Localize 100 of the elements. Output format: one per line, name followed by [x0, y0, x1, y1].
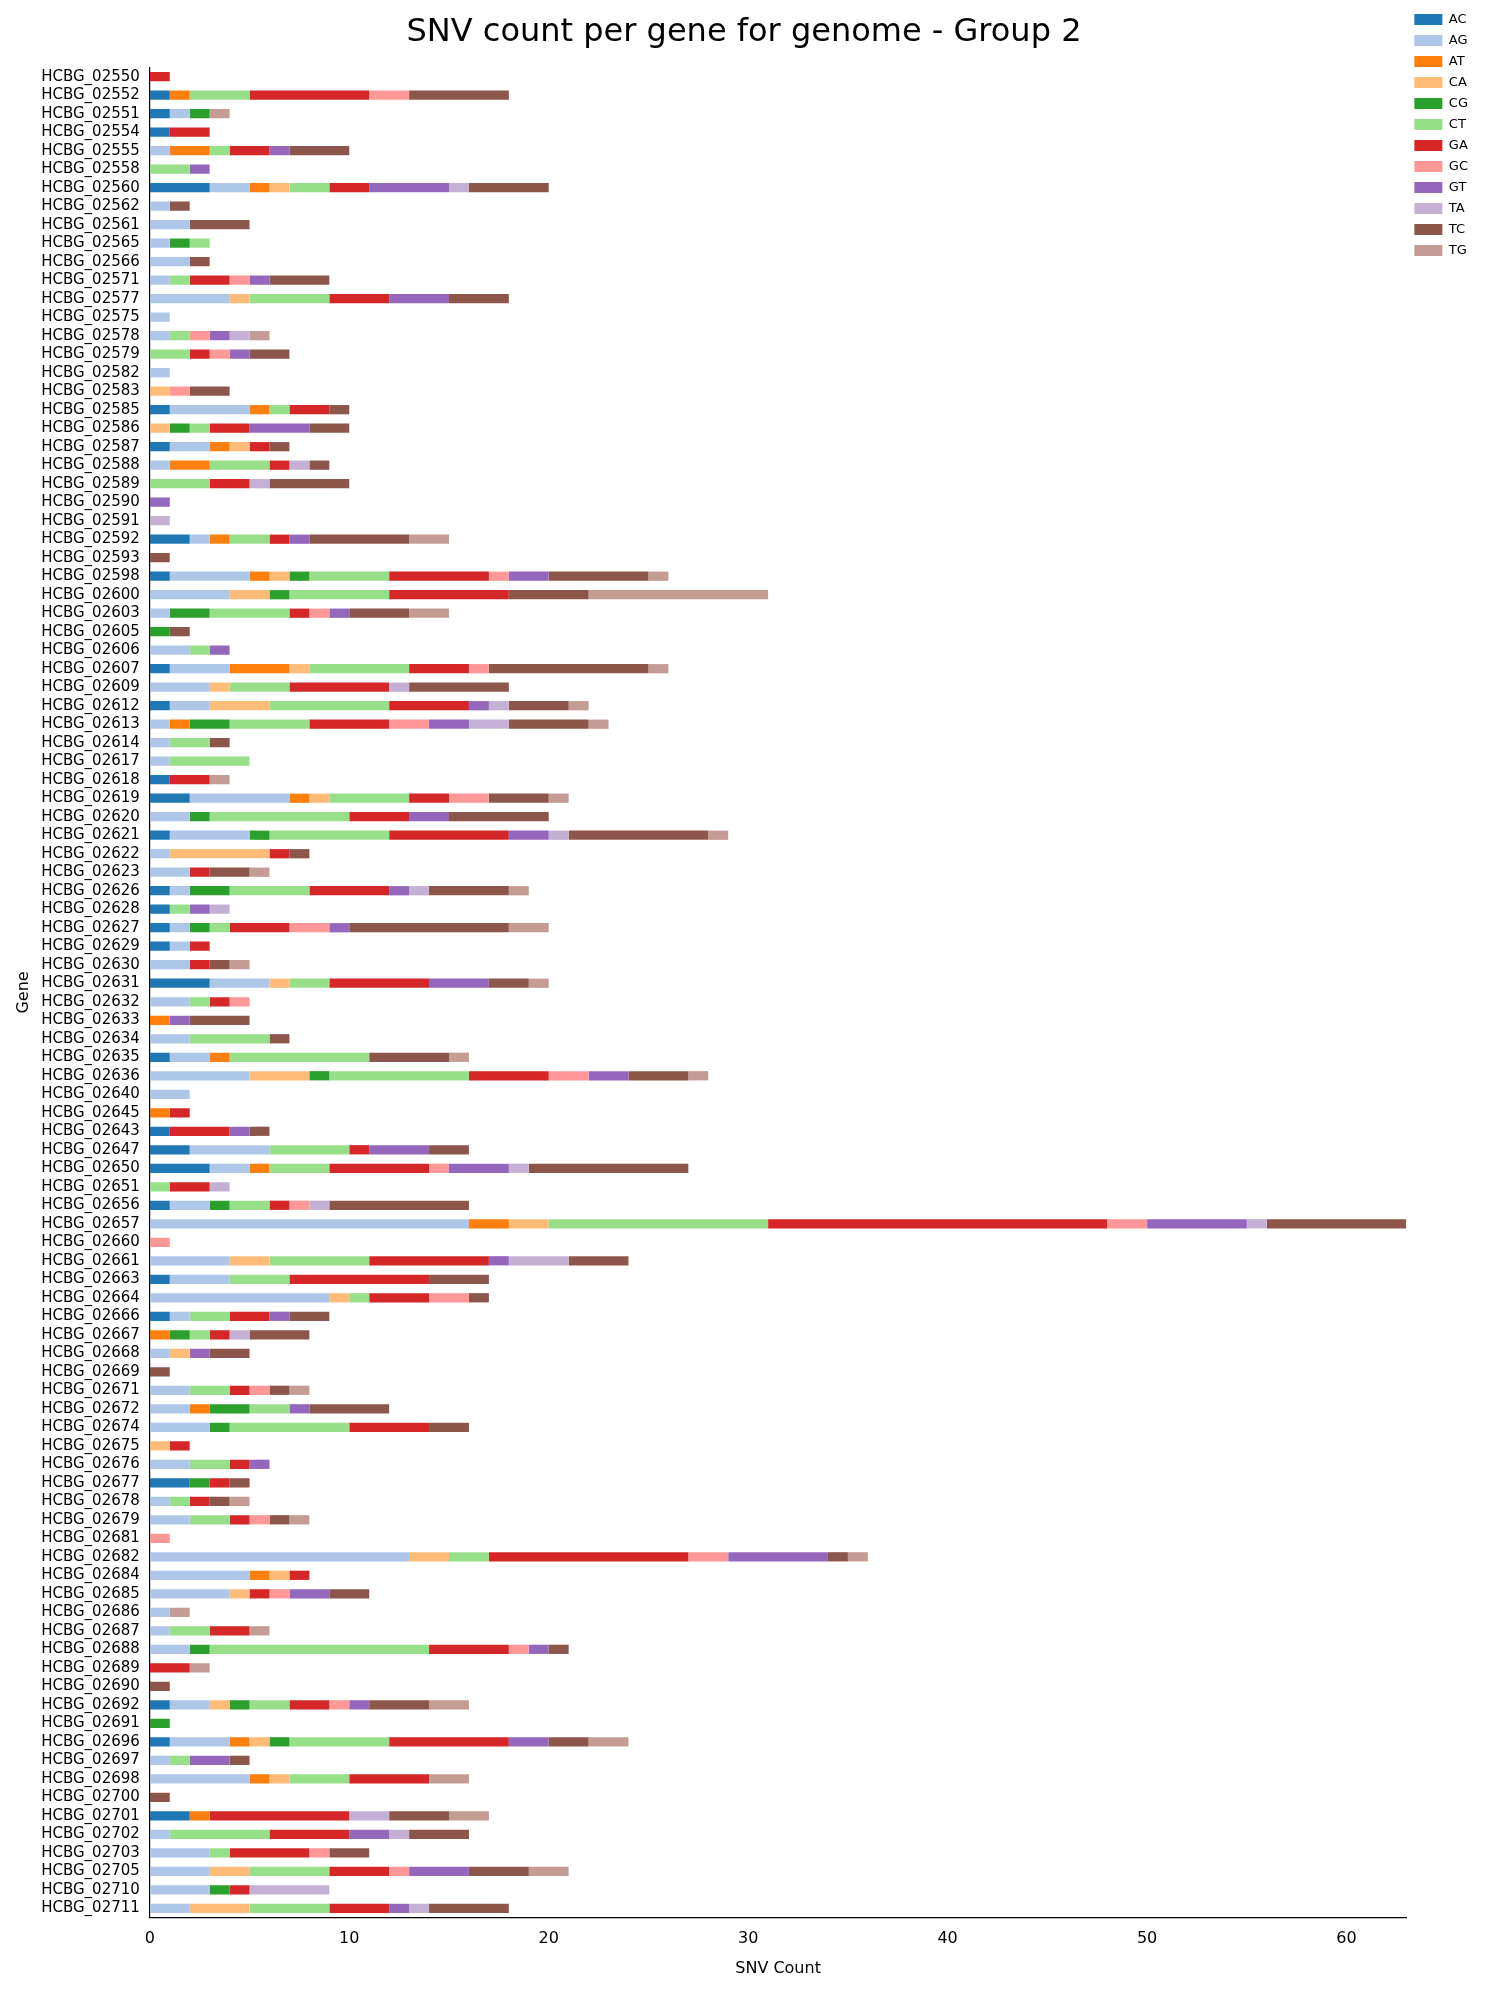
bar [249, 349, 290, 359]
bar [349, 923, 509, 933]
y-tick-label: HCBG_02677 [41, 1472, 140, 1492]
bar [249, 405, 270, 415]
y-tick-label: HCBG_02651 [41, 1176, 140, 1196]
bar [149, 90, 170, 100]
bar [189, 1496, 210, 1506]
bar [149, 1293, 330, 1303]
bar [548, 1644, 569, 1654]
y-tick-label: HCBG_02579 [41, 344, 140, 364]
bar [149, 645, 190, 655]
bar [289, 1700, 330, 1710]
bar [169, 571, 250, 581]
bar [229, 1589, 250, 1599]
y-tick-label: HCBG_02628 [41, 899, 140, 919]
y-tick-label: HCBG_02687 [41, 1620, 140, 1640]
bar [269, 534, 290, 544]
bar [429, 1644, 509, 1654]
bar [249, 1903, 330, 1913]
bar [209, 682, 230, 692]
y-tick-label: HCBG_02578 [41, 325, 140, 345]
bar [468, 1866, 529, 1876]
bar [229, 960, 250, 970]
bar [149, 664, 170, 674]
bar [149, 941, 170, 951]
y-tick-label: HCBG_02593 [41, 547, 140, 567]
bar [209, 479, 250, 489]
y-tick-label: HCBG_02685 [41, 1583, 140, 1603]
y-tick-label: HCBG_02640 [41, 1084, 140, 1104]
y-tick-label: HCBG_02701 [41, 1805, 140, 1825]
y-tick-label: HCBG_02583 [41, 381, 140, 401]
bar [229, 997, 250, 1007]
y-tick-label: HCBG_02690 [41, 1676, 140, 1696]
bar [269, 1034, 290, 1044]
bar [289, 1589, 330, 1599]
bar [149, 201, 170, 211]
y-tick-label: HCBG_02664 [41, 1287, 140, 1307]
bar [229, 294, 250, 304]
bar [648, 571, 669, 581]
bar [289, 183, 330, 193]
bar [508, 886, 529, 896]
bar [149, 1811, 190, 1821]
bar [548, 830, 569, 840]
bar [389, 1737, 509, 1747]
bar [229, 1515, 250, 1525]
bar [269, 405, 290, 415]
bar [149, 1644, 190, 1654]
bar [209, 1811, 350, 1821]
bar [508, 830, 549, 840]
bar [209, 978, 270, 988]
y-tick-label: HCBG_02552 [41, 85, 140, 105]
bar [409, 664, 469, 674]
bar [349, 812, 410, 822]
bar [209, 923, 230, 933]
bar [269, 275, 330, 285]
bar [1266, 1219, 1407, 1229]
bar [249, 1404, 290, 1414]
bar [189, 220, 250, 230]
bar [329, 1293, 350, 1303]
bar [169, 1755, 190, 1765]
y-tick-label: HCBG_02679 [41, 1509, 140, 1529]
bar [349, 1700, 370, 1710]
bar [149, 775, 170, 785]
bar [229, 534, 270, 544]
bar [149, 1145, 190, 1155]
bar [289, 1385, 310, 1395]
bar [169, 1311, 190, 1321]
bar [847, 1552, 868, 1562]
y-tick-label: HCBG_02586 [41, 418, 140, 438]
bar [209, 331, 230, 341]
bar [289, 146, 350, 156]
bar [249, 1885, 330, 1895]
y-tick-label: HCBG_02607 [41, 658, 140, 678]
y-tick-label: HCBG_02613 [41, 714, 140, 734]
bar [209, 146, 230, 156]
y-tick-label: HCBG_02645 [41, 1102, 140, 1122]
y-tick-label: HCBG_02561 [41, 214, 140, 234]
y-tick-label: HCBG_02692 [41, 1694, 140, 1714]
bar [349, 1774, 430, 1784]
bar [149, 423, 170, 433]
bar [189, 793, 290, 803]
bar [369, 183, 449, 193]
bar [249, 1589, 270, 1599]
y-tick-label: HCBG_02612 [41, 695, 140, 715]
bar [389, 830, 509, 840]
y-tick-label: HCBG_02571 [41, 270, 140, 290]
legend-label: GC [1448, 157, 1469, 173]
bar [149, 1663, 190, 1673]
bar [249, 294, 330, 304]
bar [209, 1404, 250, 1414]
bar [209, 1182, 230, 1192]
bar [409, 812, 449, 822]
bar [329, 1071, 469, 1081]
legend-label: TC [1447, 220, 1466, 236]
bar [249, 275, 270, 285]
legend-label: GT [1448, 178, 1467, 194]
bar [169, 1607, 190, 1617]
bar [229, 1200, 270, 1210]
bar [429, 978, 489, 988]
bar [149, 1089, 190, 1099]
